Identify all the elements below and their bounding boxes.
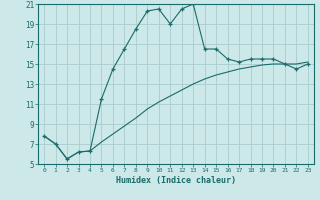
X-axis label: Humidex (Indice chaleur): Humidex (Indice chaleur) [116, 176, 236, 185]
